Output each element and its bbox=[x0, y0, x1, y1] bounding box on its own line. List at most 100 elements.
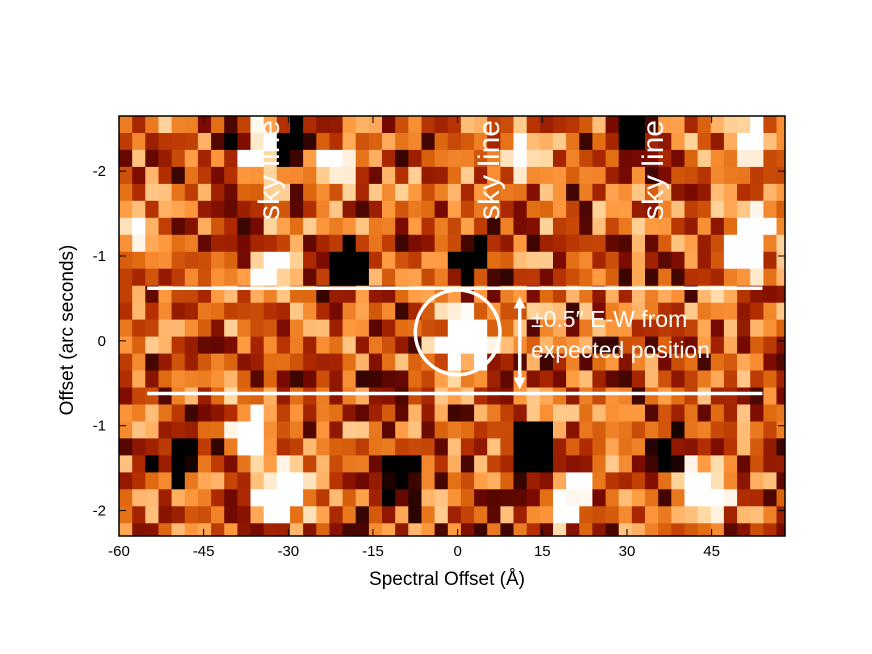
heat-cell bbox=[447, 404, 462, 423]
heat-cell bbox=[263, 133, 278, 151]
heat-cell bbox=[355, 133, 370, 151]
heat-cell bbox=[763, 489, 778, 507]
offset-arrow-head-bottom bbox=[513, 377, 526, 390]
heat-cell bbox=[447, 387, 462, 406]
heat-cell bbox=[434, 353, 449, 372]
heat-cell bbox=[263, 404, 278, 423]
heat-cell bbox=[645, 489, 659, 507]
heat-cell bbox=[119, 523, 133, 536]
heat-cell bbox=[763, 200, 778, 219]
heat-cell bbox=[382, 319, 396, 338]
heat-cell bbox=[460, 455, 475, 473]
heat-cell bbox=[776, 285, 785, 304]
heat-cell bbox=[263, 489, 278, 507]
heat-cell bbox=[566, 183, 580, 202]
heat-cell bbox=[158, 387, 173, 406]
heat-cell bbox=[276, 438, 291, 456]
heat-cell bbox=[158, 489, 173, 507]
heat-cell bbox=[684, 455, 699, 473]
heat-cell bbox=[263, 116, 278, 134]
heat-cell bbox=[434, 319, 449, 338]
heat-cell bbox=[513, 217, 528, 236]
heat-cell bbox=[158, 506, 173, 524]
heat-cell bbox=[447, 472, 462, 490]
heat-cell bbox=[290, 336, 304, 355]
heat-cell bbox=[434, 251, 449, 270]
heat-cell bbox=[250, 438, 265, 456]
heat-cell bbox=[723, 319, 738, 338]
heat-cell bbox=[329, 421, 344, 440]
heat-cell bbox=[618, 404, 633, 423]
heat-cell bbox=[658, 166, 672, 185]
heat-cell bbox=[421, 183, 436, 202]
heat-cell bbox=[316, 116, 331, 134]
heat-cell bbox=[539, 438, 554, 456]
heat-cell bbox=[737, 506, 751, 524]
heat-cell bbox=[316, 149, 331, 168]
heat-cell bbox=[763, 166, 778, 185]
heat-cell bbox=[763, 438, 778, 456]
heat-cell bbox=[500, 472, 515, 490]
heat-cell bbox=[684, 370, 699, 389]
heat-cell bbox=[158, 404, 173, 423]
heat-cell bbox=[763, 234, 778, 253]
heat-cell bbox=[158, 319, 173, 338]
heat-cell bbox=[342, 472, 357, 490]
heat-cell bbox=[605, 116, 620, 134]
heat-cell bbox=[197, 421, 212, 440]
heat-cell bbox=[119, 116, 133, 134]
heat-cell bbox=[342, 438, 357, 456]
heat-cell bbox=[237, 472, 252, 490]
heat-cell bbox=[184, 404, 199, 423]
heat-cell bbox=[316, 523, 331, 536]
heat-cell bbox=[342, 200, 357, 219]
x-tick-label: 30 bbox=[619, 543, 636, 560]
heat-cell bbox=[184, 133, 199, 151]
heat-cell bbox=[697, 319, 712, 338]
heat-cell bbox=[171, 251, 186, 270]
heat-cell bbox=[342, 370, 357, 389]
heat-cell bbox=[368, 149, 383, 168]
heat-cell bbox=[119, 133, 133, 151]
heat-cell bbox=[539, 404, 554, 423]
heat-cell bbox=[145, 217, 160, 236]
heat-cell bbox=[684, 251, 699, 270]
heat-cell bbox=[145, 319, 160, 338]
heat-cell bbox=[263, 149, 278, 168]
heat-cell bbox=[211, 183, 225, 202]
heat-cell bbox=[382, 421, 396, 440]
heat-cell bbox=[237, 353, 252, 372]
heat-cell bbox=[750, 506, 764, 524]
heat-cell bbox=[132, 133, 146, 151]
heat-cell bbox=[631, 285, 646, 304]
heat-cell bbox=[684, 166, 699, 185]
heat-cell bbox=[460, 506, 475, 524]
heat-cell bbox=[329, 455, 344, 473]
heat-cell bbox=[211, 489, 225, 507]
heat-cell bbox=[303, 234, 317, 253]
heat-cell bbox=[750, 251, 764, 270]
heat-cell bbox=[710, 268, 725, 287]
heat-cell bbox=[605, 133, 620, 151]
heat-cell bbox=[303, 404, 317, 423]
heat-cell bbox=[132, 285, 146, 304]
heat-cell bbox=[579, 455, 594, 473]
heat-cell bbox=[276, 234, 291, 253]
heat-cell bbox=[513, 472, 528, 490]
heat-cell bbox=[513, 523, 528, 536]
heat-cell bbox=[605, 523, 620, 536]
heat-cell bbox=[395, 404, 409, 423]
heat-cell bbox=[513, 166, 528, 185]
heat-cell bbox=[500, 387, 515, 406]
heat-cell bbox=[145, 133, 160, 151]
y-axis-label: Offset (arc seconds) bbox=[57, 245, 78, 416]
heat-cell bbox=[250, 183, 265, 202]
heat-cell bbox=[250, 234, 265, 253]
heat-cell bbox=[342, 489, 357, 507]
heat-cell bbox=[723, 438, 738, 456]
heat-cell bbox=[276, 116, 291, 134]
heat-cell bbox=[395, 302, 409, 321]
heat-cell bbox=[316, 166, 331, 185]
heat-cell bbox=[421, 421, 436, 440]
heat-cell bbox=[250, 302, 265, 321]
